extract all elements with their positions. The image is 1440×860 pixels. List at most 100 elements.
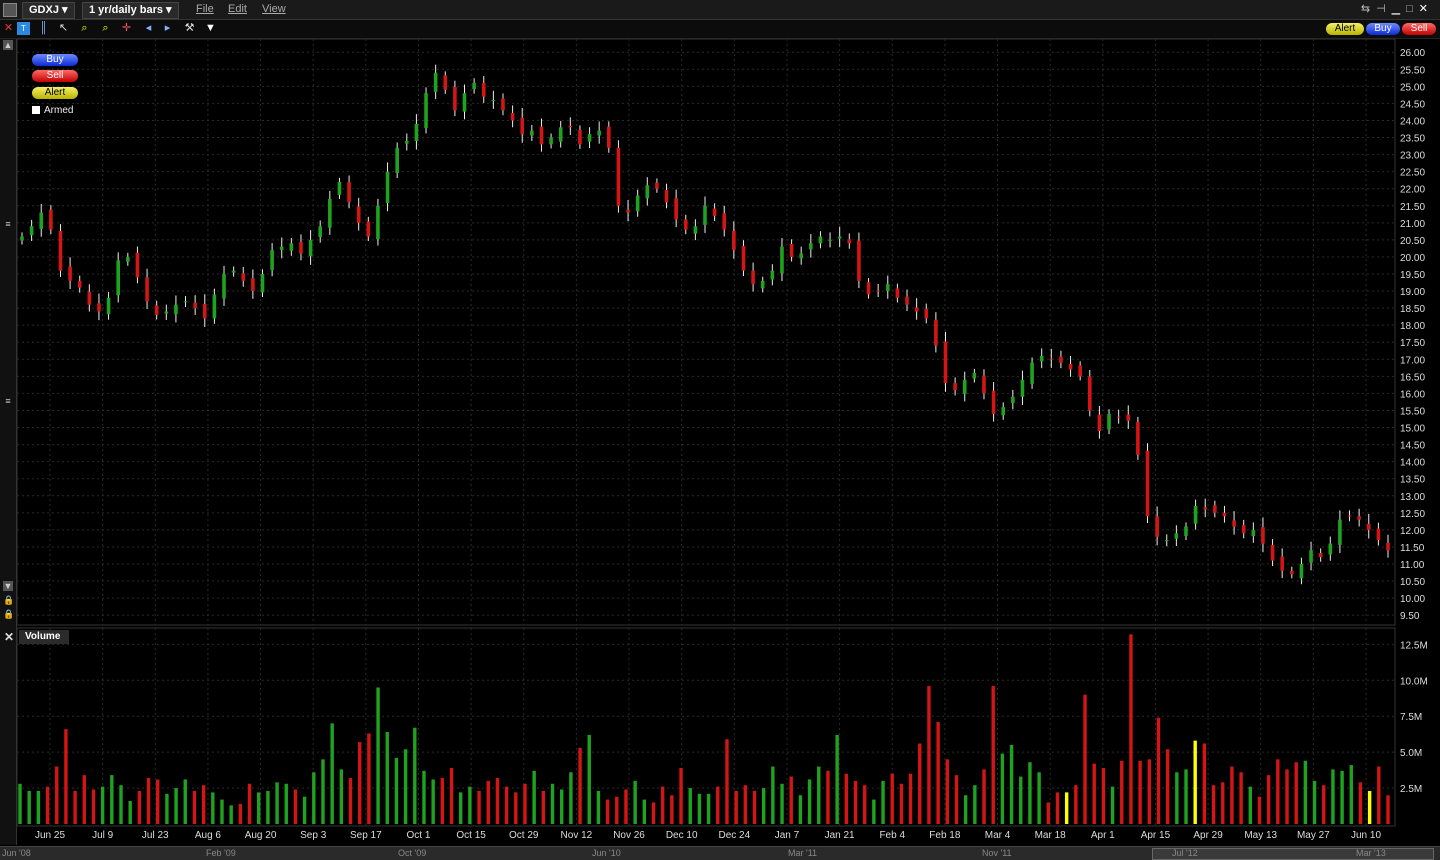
volume-bar xyxy=(495,778,500,824)
chart-buy-button[interactable]: Buy xyxy=(32,54,78,66)
text-tool-icon[interactable]: T xyxy=(17,22,30,35)
wrench-icon[interactable]: ⚒ xyxy=(184,22,195,34)
window-controls: ⇆⊣▁□✕ xyxy=(1361,2,1434,15)
zoom-out-icon[interactable]: ⌕ xyxy=(102,22,109,34)
scroll-right-icon[interactable]: ▸ xyxy=(164,22,171,34)
scroll-left-icon[interactable]: ◂ xyxy=(145,22,152,34)
price-tick-label: 12.00 xyxy=(1400,526,1425,537)
volume-bar xyxy=(1322,785,1326,824)
candle-body xyxy=(443,75,448,90)
volume-bar xyxy=(110,775,114,824)
volume-bar xyxy=(45,786,50,824)
candle-body xyxy=(1145,450,1150,517)
period-selector[interactable]: 1 yr/daily bars ▾ xyxy=(82,2,179,19)
time-scrollbar[interactable]: Jun '08 Feb '09 Oct '09 Jun '10 Mar '11 … xyxy=(0,846,1440,860)
scroll-label: Jul '12 xyxy=(1172,848,1198,858)
armed-checkbox[interactable]: Armed xyxy=(32,105,73,116)
volume-bar xyxy=(100,786,105,824)
date-tick-label: Oct 29 xyxy=(509,830,539,841)
volume-bar xyxy=(91,789,96,824)
volume-bar xyxy=(1193,740,1197,824)
volume-bar xyxy=(257,792,261,824)
date-tick-label: Jan 21 xyxy=(825,830,855,841)
lock-icon-2[interactable]: 🔒 xyxy=(3,609,15,619)
candle-body xyxy=(366,221,371,237)
chart-alert-button[interactable]: Alert xyxy=(32,87,78,99)
dropdown-arrow-icon[interactable]: ▼ xyxy=(205,22,216,34)
volume-bar xyxy=(1248,786,1252,824)
candle-body xyxy=(1290,570,1294,575)
volume-bar xyxy=(146,778,151,824)
bar-type-icon[interactable]: ║ xyxy=(39,22,48,34)
candle-body xyxy=(183,301,188,303)
candle-body xyxy=(126,256,130,262)
candle-body xyxy=(202,304,207,319)
collapse-down-icon[interactable]: ▼ xyxy=(3,581,13,591)
menu-view[interactable]: View xyxy=(262,3,286,15)
volume-bar xyxy=(1266,775,1271,824)
volume-bar xyxy=(1257,796,1262,824)
volume-bar xyxy=(670,795,674,824)
top-sell-button[interactable]: Sell xyxy=(1402,23,1436,35)
pane-splitter-handle[interactable]: ≡ xyxy=(5,219,11,229)
candle-body xyxy=(1318,553,1323,558)
zoom-in-icon[interactable]: ⌕ xyxy=(81,22,88,34)
close-icon[interactable]: ✕ xyxy=(1418,3,1434,15)
scroll-label: Mar '13 xyxy=(1356,848,1386,858)
candle-body xyxy=(549,137,553,145)
volume-bar xyxy=(284,783,288,824)
symbol-selector[interactable]: GDXJ ▾ xyxy=(22,2,75,19)
volume-bar xyxy=(1386,795,1390,824)
candle-body xyxy=(520,117,525,135)
price-tick-label: 9.50 xyxy=(1400,611,1420,622)
crosshair-icon[interactable]: ✛ xyxy=(121,22,132,34)
price-tick-label: 22.50 xyxy=(1400,168,1425,179)
lock-icon[interactable]: 🔒 xyxy=(3,595,15,605)
price-tick-label: 17.50 xyxy=(1400,338,1425,349)
volume-bar xyxy=(64,729,68,824)
pointer-icon[interactable]: ↖ xyxy=(58,22,69,34)
candle-body xyxy=(1357,516,1361,520)
maximize-icon[interactable]: □ xyxy=(1406,3,1419,15)
candle-body xyxy=(1020,379,1025,397)
candle-body xyxy=(289,243,294,251)
volume-bar xyxy=(220,799,224,824)
top-alert-button[interactable]: Alert xyxy=(1326,23,1364,35)
volume-bar xyxy=(367,733,371,824)
menu-file[interactable]: File xyxy=(196,3,214,15)
link-icon[interactable]: ⇆ xyxy=(1360,3,1377,15)
chart-sell-button[interactable]: Sell xyxy=(32,70,78,82)
candle-body xyxy=(760,280,765,289)
top-buy-button[interactable]: Buy xyxy=(1366,23,1400,35)
volume-bar xyxy=(119,785,123,824)
date-tick-label: Mar 18 xyxy=(1035,830,1067,841)
pane-splitter-handle-2[interactable]: ≡ xyxy=(5,396,11,406)
volume-bar xyxy=(835,734,839,824)
volume-tick-label: 12.5M xyxy=(1400,640,1428,651)
candle-body xyxy=(751,270,755,285)
collapse-up-icon[interactable]: ▲ xyxy=(3,40,13,50)
volume-bar xyxy=(486,780,490,824)
volume-bar xyxy=(862,785,867,824)
close-x-icon[interactable]: ✕ xyxy=(3,22,14,34)
candle-body xyxy=(77,280,82,288)
volume-bar xyxy=(1009,744,1014,824)
pin-icon[interactable]: ⊣ xyxy=(1376,3,1392,15)
volume-bar xyxy=(624,789,628,824)
candle-body xyxy=(212,294,217,319)
candle-body xyxy=(1347,515,1352,517)
volume-bar xyxy=(605,799,610,824)
candle-body xyxy=(433,72,438,92)
volume-close-icon[interactable]: ✕ xyxy=(4,630,15,644)
candle-body xyxy=(991,390,996,414)
minimize-icon[interactable]: ▁ xyxy=(1391,3,1407,15)
menu-edit[interactable]: Edit xyxy=(228,3,247,15)
armed-check-box[interactable] xyxy=(32,106,40,114)
candle-body xyxy=(924,308,929,319)
volume-bar xyxy=(559,789,564,824)
candle-body xyxy=(732,231,736,251)
price-tick-label: 20.00 xyxy=(1400,253,1425,264)
volume-bar xyxy=(477,790,481,824)
candle-body xyxy=(616,147,621,206)
